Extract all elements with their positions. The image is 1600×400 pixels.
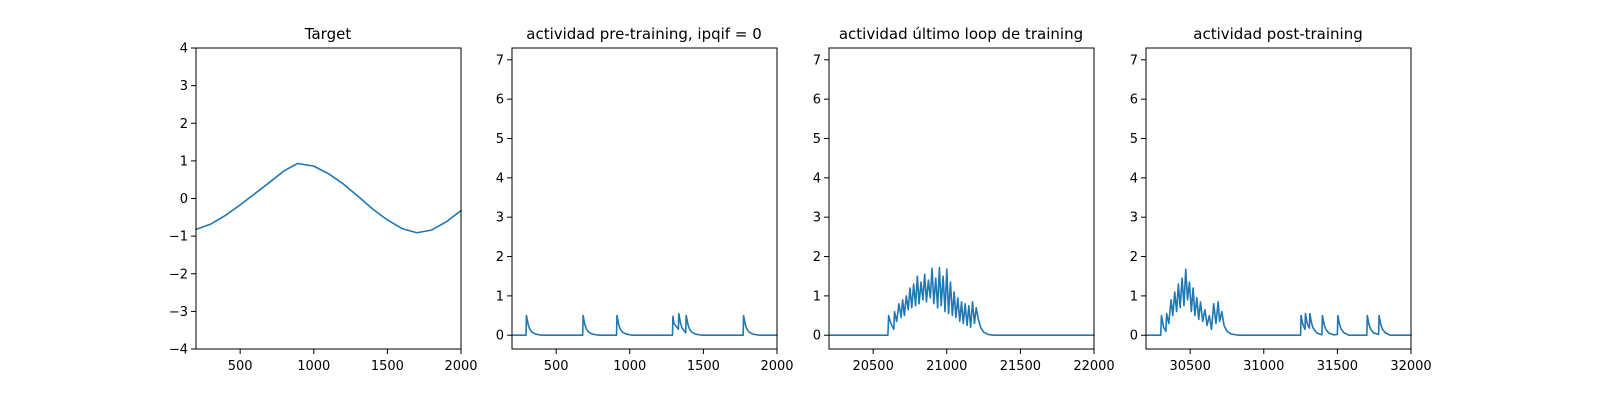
y-tick-label: 3 xyxy=(813,211,821,226)
y-tick-label: 4 xyxy=(496,171,504,186)
axes-frame xyxy=(511,47,778,350)
subplot-target: Target 500 1000 1500 2000 −4 −3 −2 −1 0 1 2 3 4 xyxy=(169,25,478,374)
y-tick-label: 3 xyxy=(180,79,188,94)
y-tick-label: 4 xyxy=(180,42,188,57)
y-tick-label: 5 xyxy=(1130,132,1138,147)
subplot-title: actividad pre-training, ipqif = 0 xyxy=(526,25,762,43)
series-line xyxy=(195,162,462,234)
y-tick-label: 1 xyxy=(1130,289,1138,304)
x-tick-label: 2000 xyxy=(444,359,477,374)
y-tick-label: 2 xyxy=(1130,250,1138,265)
y-tick-label: 2 xyxy=(180,117,188,132)
x-tick-label: 31000 xyxy=(1243,359,1284,374)
y-tick-label: 1 xyxy=(496,289,504,304)
y-tick-label: 2 xyxy=(496,250,504,265)
y-tick-label: 0 xyxy=(180,192,188,207)
y-tick-label: −4 xyxy=(169,343,188,358)
y-tick-label: 3 xyxy=(1130,211,1138,226)
x-tick-label: 32000 xyxy=(1390,359,1431,374)
x-tick-label: 500 xyxy=(544,359,569,374)
subplot-title: actividad último loop de training xyxy=(839,25,1083,43)
y-tick-label: 5 xyxy=(813,132,821,147)
y-tick-label: 6 xyxy=(813,93,821,108)
y-tick-label: −3 xyxy=(169,305,188,320)
y-tick-label: 6 xyxy=(1130,93,1138,108)
y-tick-label: 0 xyxy=(496,329,504,344)
y-tick-label: 2 xyxy=(813,250,821,265)
x-tick-label: 22000 xyxy=(1073,359,1114,374)
x-tick-label: 21000 xyxy=(926,359,967,374)
y-tick-label: 4 xyxy=(813,171,821,186)
y-tick-label: 1 xyxy=(813,289,821,304)
axes-frame xyxy=(1145,47,1412,350)
x-tick-label: 1000 xyxy=(297,359,330,374)
x-tick-label: 1000 xyxy=(613,359,646,374)
subplot-last-training-loop: actividad último loop de training 20500 2… xyxy=(813,25,1115,374)
y-tick-label: 7 xyxy=(496,53,504,68)
axes-frame xyxy=(828,47,1095,350)
x-tick-label: 500 xyxy=(228,359,253,374)
y-tick-label: 1 xyxy=(180,154,188,169)
x-tick-label: 31500 xyxy=(1317,359,1358,374)
series-line xyxy=(511,312,778,337)
plot-area: 500 1000 1500 2000 0 1 2 3 4 5 6 7 xyxy=(496,47,794,374)
y-tick-label: 3 xyxy=(496,211,504,226)
y-tick-label: 4 xyxy=(1130,171,1138,186)
y-tick-label: −1 xyxy=(169,230,188,245)
x-tick-label: 20500 xyxy=(852,359,893,374)
subplot-title: actividad post-training xyxy=(1193,25,1362,43)
plot-area: 500 1000 1500 2000 −4 −3 −2 −1 0 1 2 3 4 xyxy=(169,42,478,375)
y-tick-label: 6 xyxy=(496,93,504,108)
y-tick-label: 7 xyxy=(813,53,821,68)
x-tick-label: 1500 xyxy=(371,359,404,374)
x-tick-label: 30500 xyxy=(1169,359,1210,374)
y-tick-label: 0 xyxy=(1130,329,1138,344)
x-tick-label: 2000 xyxy=(760,359,793,374)
y-tick-label: 5 xyxy=(496,132,504,147)
plot-area: 30500 31000 31500 32000 0 1 2 3 4 5 6 7 xyxy=(1130,47,1432,374)
series-line xyxy=(1145,268,1412,337)
plot-area: 20500 21000 21500 22000 0 1 2 3 4 5 6 7 xyxy=(813,47,1115,374)
y-tick-label: −2 xyxy=(169,267,188,282)
x-tick-label: 1500 xyxy=(687,359,720,374)
x-tick-label: 21500 xyxy=(1000,359,1041,374)
y-tick-label: 0 xyxy=(813,329,821,344)
subplot-pre-training: actividad pre-training, ipqif = 0 500 100… xyxy=(496,25,794,374)
y-tick-label: 7 xyxy=(1130,53,1138,68)
subplot-post-training: actividad post-training 30500 31000 31500 3… xyxy=(1130,25,1432,374)
series-line xyxy=(828,266,1095,337)
subplot-title: Target xyxy=(304,25,352,43)
